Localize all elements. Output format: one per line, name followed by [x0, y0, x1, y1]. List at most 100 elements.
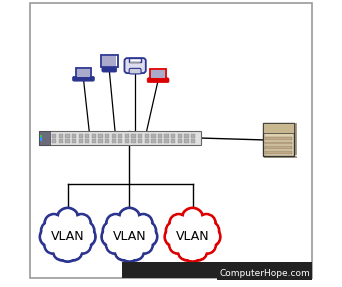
Circle shape: [116, 243, 132, 259]
Circle shape: [127, 243, 143, 259]
Circle shape: [202, 222, 219, 239]
Ellipse shape: [111, 222, 147, 251]
Circle shape: [121, 243, 138, 260]
Bar: [165, 139, 169, 143]
Bar: [59, 139, 63, 143]
Circle shape: [120, 210, 139, 228]
Bar: [40, 137, 42, 141]
Bar: [98, 139, 103, 143]
Bar: [65, 134, 70, 138]
FancyBboxPatch shape: [124, 58, 146, 73]
Bar: [294, 123, 297, 155]
Circle shape: [59, 243, 77, 260]
Circle shape: [103, 228, 120, 245]
Bar: [265, 151, 292, 154]
Text: ComputerHope.com: ComputerHope.com: [220, 269, 310, 278]
Circle shape: [53, 242, 71, 260]
Bar: [265, 146, 292, 149]
Circle shape: [77, 228, 94, 245]
Ellipse shape: [175, 222, 210, 251]
Ellipse shape: [50, 222, 86, 251]
Bar: [265, 142, 292, 144]
Circle shape: [137, 238, 152, 252]
Bar: [105, 139, 109, 143]
Circle shape: [78, 223, 93, 238]
Bar: [85, 139, 90, 143]
Bar: [177, 134, 182, 138]
Circle shape: [184, 243, 201, 260]
Circle shape: [166, 228, 183, 245]
Bar: [118, 134, 122, 138]
Circle shape: [197, 214, 215, 232]
Bar: [131, 139, 136, 143]
Circle shape: [166, 222, 183, 239]
Circle shape: [75, 227, 95, 247]
Circle shape: [190, 243, 206, 259]
Text: VLAN: VLAN: [51, 230, 84, 243]
Circle shape: [167, 223, 182, 238]
Circle shape: [200, 227, 220, 247]
Circle shape: [183, 210, 202, 228]
Bar: [59, 134, 63, 138]
Circle shape: [171, 238, 185, 252]
Bar: [191, 139, 195, 143]
Circle shape: [57, 208, 79, 230]
Bar: [52, 134, 56, 138]
Circle shape: [179, 243, 195, 259]
Circle shape: [41, 222, 58, 239]
Bar: [122, 262, 312, 278]
Circle shape: [135, 216, 151, 231]
Bar: [151, 139, 156, 143]
Circle shape: [171, 216, 186, 231]
Bar: [184, 139, 188, 143]
Circle shape: [102, 227, 122, 247]
Bar: [98, 134, 103, 138]
Bar: [111, 134, 116, 138]
Circle shape: [169, 214, 188, 232]
Circle shape: [139, 228, 156, 245]
Circle shape: [41, 228, 58, 245]
Circle shape: [115, 242, 133, 260]
Bar: [118, 139, 122, 143]
Circle shape: [46, 216, 62, 231]
Bar: [191, 134, 195, 138]
Bar: [77, 69, 90, 77]
Circle shape: [77, 222, 94, 239]
Circle shape: [118, 208, 140, 230]
Circle shape: [178, 242, 196, 260]
Circle shape: [58, 210, 77, 228]
Circle shape: [182, 208, 203, 230]
Circle shape: [57, 241, 78, 262]
Bar: [165, 134, 169, 138]
Bar: [263, 123, 294, 133]
Circle shape: [135, 236, 153, 254]
Circle shape: [42, 223, 57, 238]
Circle shape: [169, 236, 186, 254]
Bar: [39, 131, 201, 145]
Circle shape: [182, 241, 203, 262]
Circle shape: [75, 238, 90, 252]
Circle shape: [137, 227, 157, 247]
Circle shape: [140, 223, 155, 238]
Circle shape: [74, 236, 91, 254]
Bar: [111, 139, 116, 143]
Bar: [52, 139, 56, 143]
Circle shape: [203, 223, 218, 238]
Text: VLAN: VLAN: [113, 230, 146, 243]
Bar: [92, 134, 96, 138]
Circle shape: [200, 238, 214, 252]
FancyBboxPatch shape: [102, 67, 117, 72]
Bar: [130, 62, 140, 63]
Bar: [158, 139, 162, 143]
Circle shape: [199, 216, 214, 231]
Bar: [138, 139, 142, 143]
Bar: [177, 139, 182, 143]
Circle shape: [119, 241, 140, 262]
Text: VLAN: VLAN: [176, 230, 209, 243]
Circle shape: [103, 222, 120, 239]
Bar: [145, 139, 149, 143]
Circle shape: [165, 227, 185, 247]
Circle shape: [106, 214, 125, 232]
Bar: [138, 134, 142, 138]
Circle shape: [64, 242, 82, 260]
